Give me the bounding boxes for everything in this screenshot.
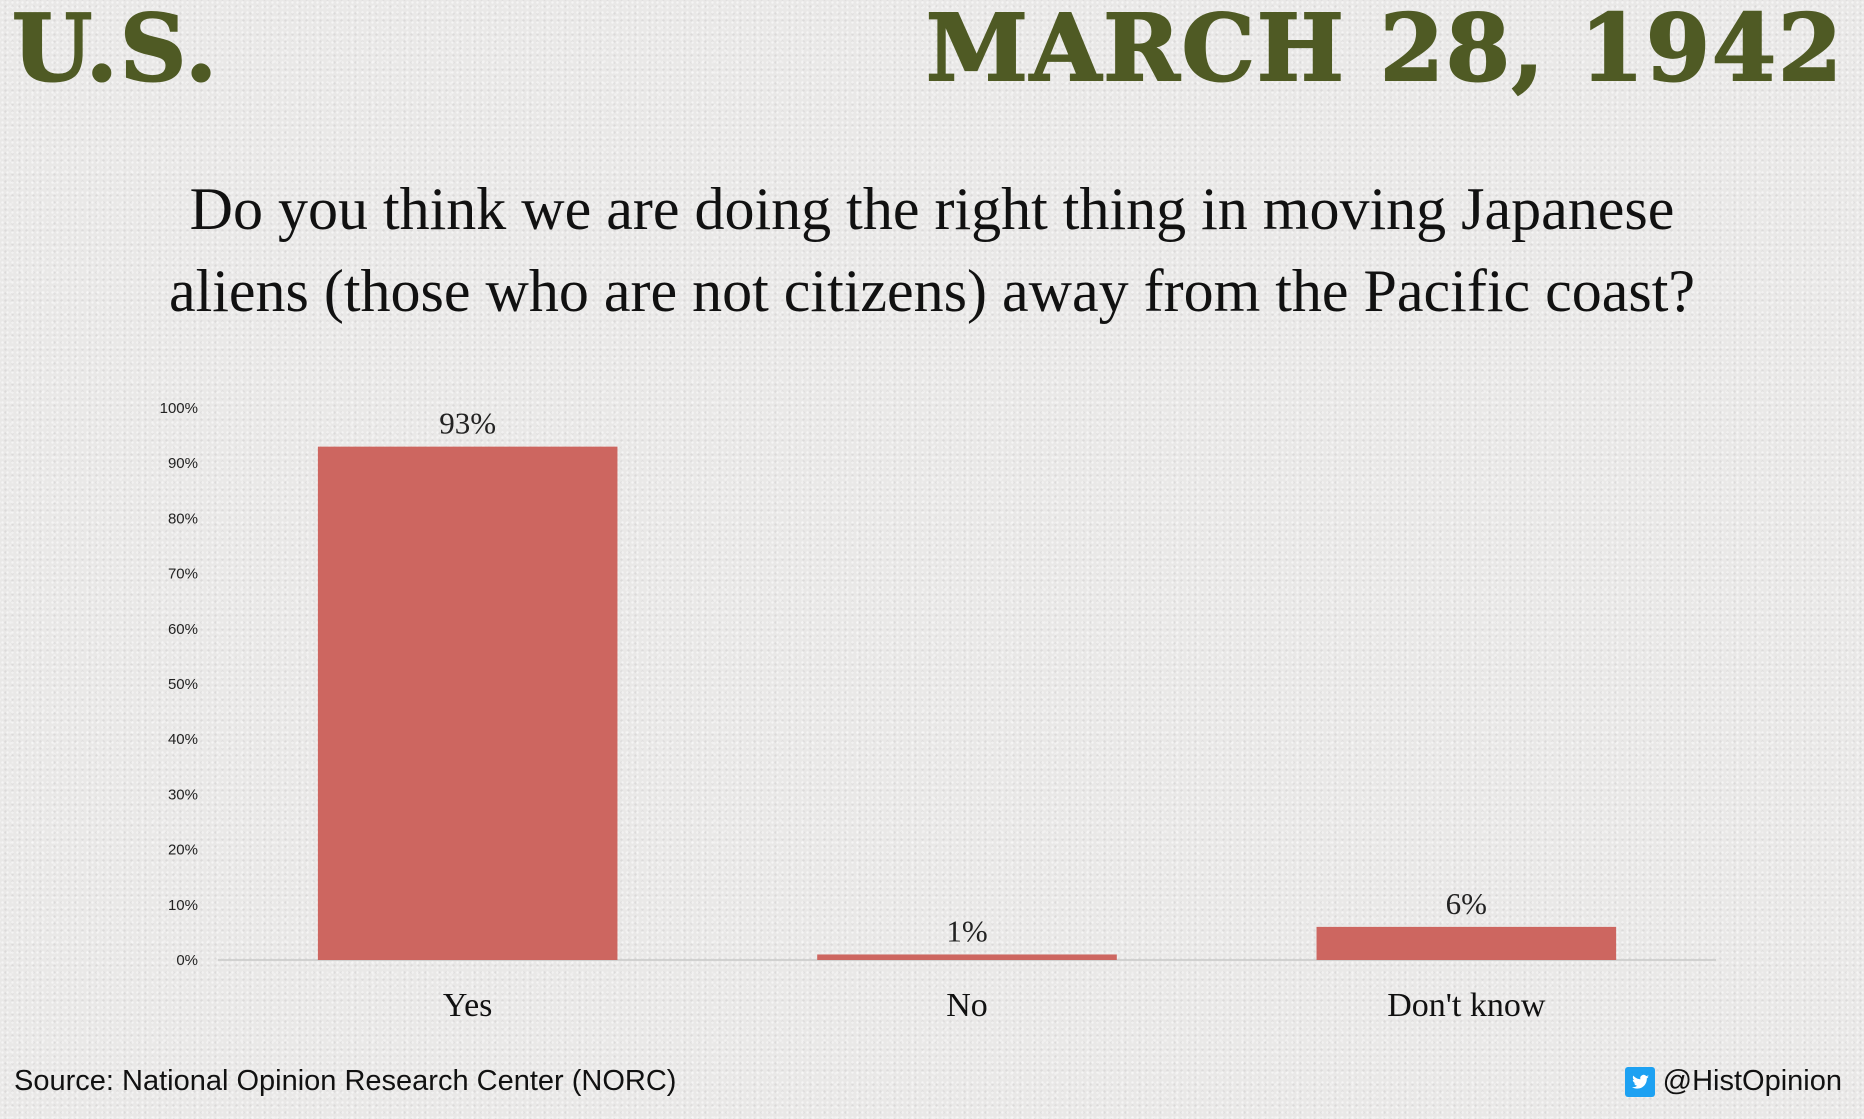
y-tick-label: 10% xyxy=(168,897,198,914)
survey-question-line-2: aliens (those who are not citizens) away… xyxy=(168,258,1696,324)
y-tick-label: 30% xyxy=(168,786,198,803)
y-tick-label: 50% xyxy=(168,676,198,693)
y-tick-label: 40% xyxy=(168,731,198,748)
data-label: 93% xyxy=(439,406,496,441)
bar-no xyxy=(817,954,1117,960)
y-tick-label: 70% xyxy=(168,566,198,583)
survey-question: Do you think we are doing the right thin… xyxy=(0,168,1864,332)
y-tick-label: 80% xyxy=(168,510,198,527)
survey-question-line-1: Do you think we are doing the right thin… xyxy=(189,176,1675,242)
header-country: U.S. xyxy=(11,0,220,102)
twitter-handle[interactable]: @HistOpinion xyxy=(1624,1065,1842,1098)
y-tick-label: 90% xyxy=(168,455,198,472)
y-tick-label: 0% xyxy=(176,952,198,969)
y-tick-label: 60% xyxy=(168,621,198,638)
y-tick-label: 20% xyxy=(168,842,198,859)
source-note: Source: National Opinion Research Center… xyxy=(14,1065,677,1097)
data-label: 6% xyxy=(1446,886,1487,921)
twitter-handle-label: @HistOpinion xyxy=(1662,1065,1842,1097)
y-tick-label: 100% xyxy=(160,400,198,417)
twitter-bird-icon xyxy=(1624,1067,1655,1097)
data-label: 1% xyxy=(946,913,987,948)
category-label: Don't know xyxy=(1387,987,1546,1024)
category-label: No xyxy=(946,987,988,1024)
bar-yes xyxy=(317,446,618,960)
bar-don-t-know xyxy=(1316,926,1617,960)
header-date: MARCH 28, 1942 xyxy=(925,0,1844,102)
category-label: Yes xyxy=(443,987,492,1024)
